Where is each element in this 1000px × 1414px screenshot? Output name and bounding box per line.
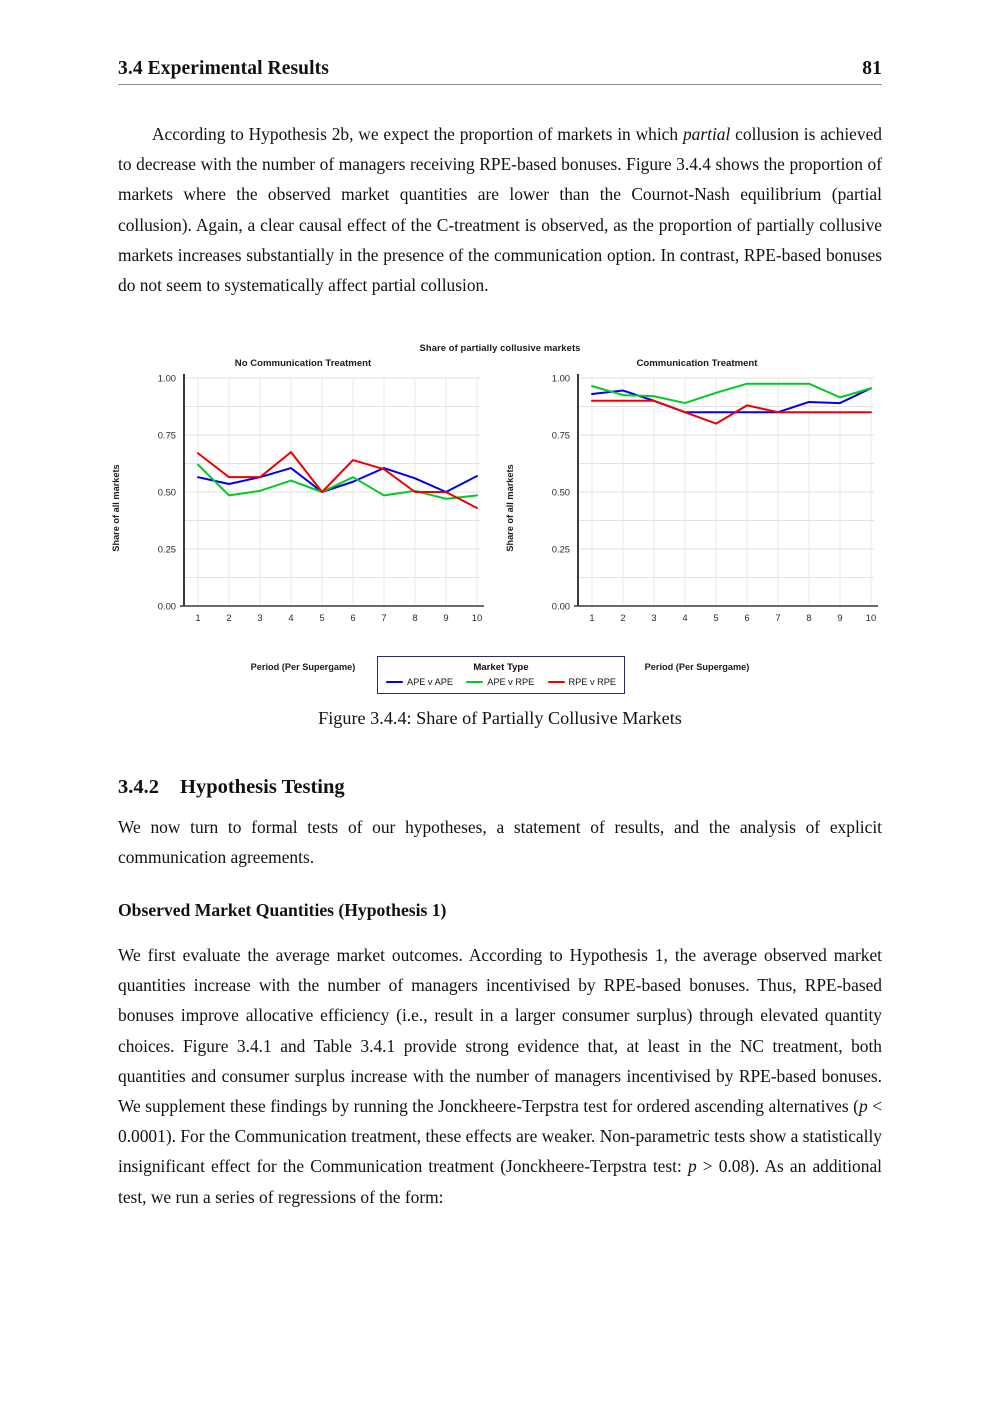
gridlines-vertical-left	[197, 378, 478, 606]
svg-text:8: 8	[412, 612, 417, 623]
svg-text:0.25: 0.25	[552, 544, 570, 555]
x-axis-label-left: Period (Per Supergame)	[250, 662, 356, 672]
series-lines-left	[197, 451, 478, 509]
svg-text:0.50: 0.50	[552, 487, 570, 498]
svg-text:9: 9	[837, 612, 842, 623]
header-section-title: 3.4 Experimental Results	[118, 58, 329, 79]
subsection-title: Hypothesis Testing	[180, 776, 345, 798]
svg-text:1.00: 1.00	[158, 373, 176, 384]
series-line-ape-v-rpe	[591, 382, 872, 405]
svg-text:3: 3	[257, 612, 262, 623]
svg-text:2: 2	[226, 612, 231, 623]
paragraph-intro-part2: collusion is achieved to decrease with t…	[118, 124, 883, 296]
svg-text:0.00: 0.00	[552, 601, 570, 612]
y-tick-labels-left: 1.00 0.75 0.50 0.25 0.00	[158, 373, 176, 612]
paragraph-intro-emphasis: partial	[682, 124, 731, 144]
gridlines-vertical-right	[591, 378, 872, 606]
chart-legend: Market Type APE v APE APE v RPE RPE v RP…	[377, 656, 625, 694]
series-line-ape-v-ape	[197, 467, 478, 493]
legend-item-rpe-v-rpe[interactable]: RPE v RPE	[547, 677, 616, 687]
svg-text:0.75: 0.75	[158, 430, 176, 441]
x-axis-label-right: Period (Per Supergame)	[644, 662, 750, 672]
series-line-rpe-v-rpe	[591, 399, 872, 425]
svg-text:2: 2	[620, 612, 625, 623]
svg-text:3: 3	[651, 612, 656, 623]
y-tick-labels-right: 1.00 0.75 0.50 0.25 0.00	[552, 373, 570, 612]
legend-item-ape-v-rpe[interactable]: APE v RPE	[466, 677, 534, 687]
paragraph-heading-observed-quantities: Observed Market Quantities (Hypothesis 1…	[118, 900, 447, 920]
paragraph-hypothesis-testing: We now turn to formal tests of our hypot…	[118, 817, 882, 868]
svg-text:1: 1	[195, 612, 200, 623]
paragraph-intro-part1: According to Hypothesis 2b, we expect th…	[152, 124, 683, 144]
legend-item-ape-v-ape[interactable]: APE v APE	[386, 677, 453, 687]
gridlines-horizontal-right	[578, 377, 874, 578]
svg-text:10: 10	[866, 612, 876, 623]
svg-text:1.00: 1.00	[552, 373, 570, 384]
header-divider	[118, 84, 882, 85]
svg-text:5: 5	[713, 612, 718, 623]
plot-area-right: 1.00 0.75 0.50 0.25 0.00 1 2 3 4 5 6 7 8…	[552, 373, 878, 623]
svg-text:5: 5	[319, 612, 324, 623]
chart-panel-communication: Communication Treatment Share of all mar…	[505, 358, 882, 672]
chart-panel-no-communication: No Communication Treatment Share of all …	[111, 358, 488, 672]
page-number: 81	[862, 58, 882, 79]
panel-title-left: No Communication Treatment	[234, 358, 372, 369]
legend-label-ape-v-ape: APE v APE	[407, 677, 453, 687]
paragraph-oq-part-b: < 0.0001). For the Communication treatme…	[118, 1096, 883, 1177]
legend-swatch-icon-rpe-v-rpe	[547, 680, 565, 684]
svg-text:7: 7	[381, 612, 386, 623]
gridlines-horizontal-left	[184, 377, 480, 578]
svg-text:6: 6	[350, 612, 355, 623]
subsection-number: 3.4.2	[118, 776, 159, 798]
chart-suptitle: Share of partially collusive markets	[419, 342, 581, 353]
paragraph-intro: According to Hypothesis 2b, we expect th…	[118, 119, 882, 300]
legend-title: Market Type	[473, 662, 529, 673]
page-header: 3.4 Experimental Results 81	[118, 58, 882, 85]
panel-title-right: Communication Treatment	[636, 358, 758, 369]
svg-text:7: 7	[775, 612, 780, 623]
svg-text:9: 9	[443, 612, 448, 623]
legend-items: APE v APE APE v RPE RPE v RPE	[386, 677, 616, 687]
svg-text:4: 4	[682, 612, 687, 623]
svg-text:4: 4	[288, 612, 293, 623]
svg-text:1: 1	[589, 612, 594, 623]
figure-caption: Figure 3.4.4: Share of Partially Collusi…	[318, 708, 682, 728]
svg-text:0.75: 0.75	[552, 430, 570, 441]
figure-3-4-4: Share of partially collusive markets No …	[111, 342, 882, 702]
series-line-ape-v-rpe	[197, 463, 478, 500]
svg-text:8: 8	[806, 612, 811, 623]
legend-swatch-icon-ape-v-ape	[386, 680, 403, 684]
legend-swatch-icon-ape-v-rpe	[466, 680, 484, 684]
svg-text:10: 10	[472, 612, 482, 623]
legend-label-rpe-v-rpe: RPE v RPE	[568, 677, 616, 687]
series-line-rpe-v-rpe	[197, 451, 478, 509]
plot-area-left: 1.00 0.75 0.50 0.25 0.00 1 2 3 4 5 6 7 8…	[158, 373, 484, 623]
x-tick-labels-left: 1 2 3 4 5 6 7 8 9 10	[195, 612, 482, 623]
paragraph-observed-quantities: We first evaluate the average market out…	[118, 940, 882, 1212]
svg-text:0.00: 0.00	[158, 601, 176, 612]
svg-text:0.50: 0.50	[158, 487, 176, 498]
x-tick-labels-right: 1 2 3 4 5 6 7 8 9 10	[589, 612, 876, 623]
svg-text:0.25: 0.25	[158, 544, 176, 555]
paragraph-oq-part-a: We first evaluate the average market out…	[118, 945, 882, 1117]
svg-text:6: 6	[744, 612, 749, 623]
series-lines-right	[591, 382, 872, 425]
p-value-symbol-1: p	[858, 1096, 868, 1117]
paragraph-oq-part-c: > 0.08). As an additional test, we run a…	[118, 1156, 882, 1207]
subsection-heading: 3.4.2 Hypothesis Testing	[118, 776, 882, 799]
p-value-symbol-2: p	[687, 1156, 697, 1177]
legend-label-ape-v-rpe: APE v RPE	[487, 677, 535, 687]
